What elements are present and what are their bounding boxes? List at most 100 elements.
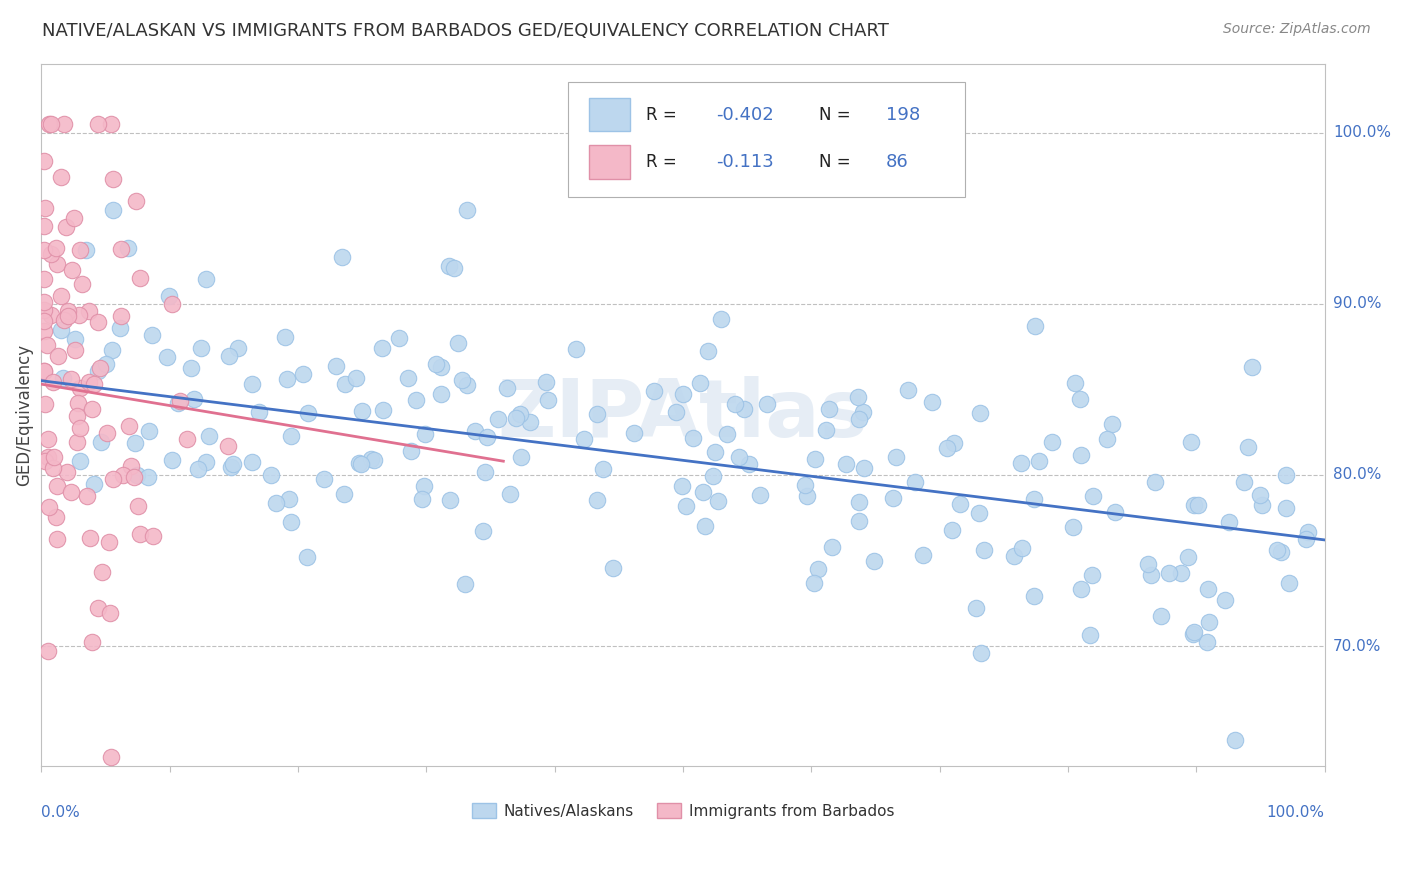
Point bbox=[79, 532, 101, 546]
Point bbox=[42, 450, 65, 465]
Point bbox=[56, 465, 79, 479]
Point bbox=[949, 497, 972, 511]
Point bbox=[260, 468, 283, 483]
Point bbox=[136, 470, 159, 484]
Point bbox=[128, 526, 150, 541]
Text: NATIVE/ALASKAN VS IMMIGRANTS FROM BARBADOS GED/EQUIVALENCY CORRELATION CHART: NATIVE/ALASKAN VS IMMIGRANTS FROM BARBAD… bbox=[42, 22, 889, 40]
Point bbox=[96, 425, 118, 440]
Point bbox=[32, 314, 55, 328]
Point bbox=[1182, 625, 1205, 640]
Point bbox=[1022, 589, 1045, 603]
Point bbox=[848, 514, 870, 528]
Point bbox=[295, 550, 318, 565]
Point bbox=[399, 443, 422, 458]
Point bbox=[1218, 515, 1240, 529]
Point bbox=[124, 194, 146, 209]
Point bbox=[505, 411, 527, 425]
Point bbox=[101, 171, 124, 186]
Point bbox=[60, 484, 83, 499]
Point bbox=[897, 383, 920, 397]
Point bbox=[1143, 475, 1166, 490]
Point bbox=[49, 170, 72, 185]
Point bbox=[333, 377, 356, 392]
Point bbox=[169, 393, 191, 408]
Point bbox=[264, 496, 287, 510]
Point bbox=[724, 397, 747, 411]
Point bbox=[564, 343, 586, 357]
Point bbox=[411, 492, 433, 507]
Point bbox=[344, 370, 367, 384]
Point bbox=[87, 601, 110, 615]
Point bbox=[330, 250, 353, 264]
Text: 100.0%: 100.0% bbox=[1333, 125, 1391, 140]
Point bbox=[69, 381, 91, 395]
Point bbox=[1104, 505, 1126, 519]
Point bbox=[280, 515, 302, 529]
Point bbox=[60, 263, 83, 277]
Point bbox=[496, 381, 519, 395]
Point bbox=[707, 494, 730, 508]
Point bbox=[274, 330, 297, 344]
Point bbox=[100, 343, 122, 357]
Point bbox=[187, 462, 209, 476]
Point bbox=[1078, 628, 1101, 642]
Point bbox=[1136, 558, 1159, 572]
Point bbox=[69, 453, 91, 467]
Point bbox=[1157, 566, 1180, 580]
Point bbox=[91, 566, 114, 580]
Point bbox=[1070, 448, 1092, 462]
Point bbox=[1296, 524, 1319, 539]
Point bbox=[1241, 359, 1264, 374]
Point bbox=[53, 117, 76, 131]
Point bbox=[969, 406, 991, 420]
Point bbox=[87, 117, 110, 131]
Point bbox=[38, 500, 60, 515]
Point bbox=[79, 303, 101, 318]
Point bbox=[34, 271, 56, 285]
Point bbox=[67, 309, 90, 323]
Point bbox=[696, 344, 718, 359]
Point bbox=[101, 202, 124, 217]
Point bbox=[108, 321, 131, 335]
Point bbox=[1083, 489, 1105, 503]
Text: 70.0%: 70.0% bbox=[1333, 639, 1381, 654]
Point bbox=[1150, 608, 1173, 623]
Point bbox=[1069, 392, 1091, 406]
Point bbox=[430, 387, 453, 401]
Point bbox=[519, 415, 541, 429]
Text: 86: 86 bbox=[886, 153, 908, 171]
Point bbox=[672, 387, 695, 401]
Point bbox=[87, 315, 110, 329]
Point bbox=[1198, 615, 1220, 629]
Point bbox=[728, 450, 751, 465]
Point bbox=[77, 376, 100, 390]
Point bbox=[45, 241, 67, 255]
Point bbox=[1182, 498, 1205, 512]
Point bbox=[738, 457, 761, 471]
Point bbox=[312, 472, 335, 486]
Point bbox=[297, 406, 319, 420]
Point bbox=[69, 421, 91, 435]
Point bbox=[34, 454, 56, 468]
Point bbox=[623, 425, 645, 440]
Point bbox=[439, 492, 461, 507]
Point bbox=[52, 371, 75, 385]
Point bbox=[848, 494, 870, 508]
Point bbox=[112, 467, 135, 482]
Point bbox=[155, 350, 177, 364]
Point bbox=[90, 434, 112, 449]
Point bbox=[222, 457, 245, 471]
Point bbox=[454, 576, 477, 591]
Point bbox=[464, 424, 486, 438]
Point bbox=[70, 277, 93, 291]
Point bbox=[32, 219, 55, 233]
Point bbox=[912, 549, 935, 563]
Point bbox=[796, 489, 818, 503]
Point bbox=[122, 470, 145, 484]
Point bbox=[413, 479, 436, 493]
Point bbox=[1040, 435, 1063, 450]
Point bbox=[363, 453, 385, 467]
Point bbox=[443, 261, 465, 276]
Point bbox=[447, 335, 470, 350]
Point bbox=[360, 451, 382, 466]
